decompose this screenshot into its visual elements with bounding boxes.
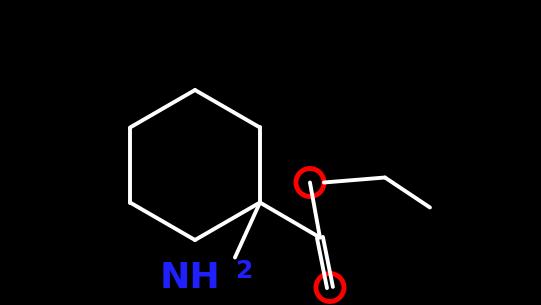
Text: NH: NH [159, 260, 220, 295]
Text: 2: 2 [236, 259, 253, 282]
